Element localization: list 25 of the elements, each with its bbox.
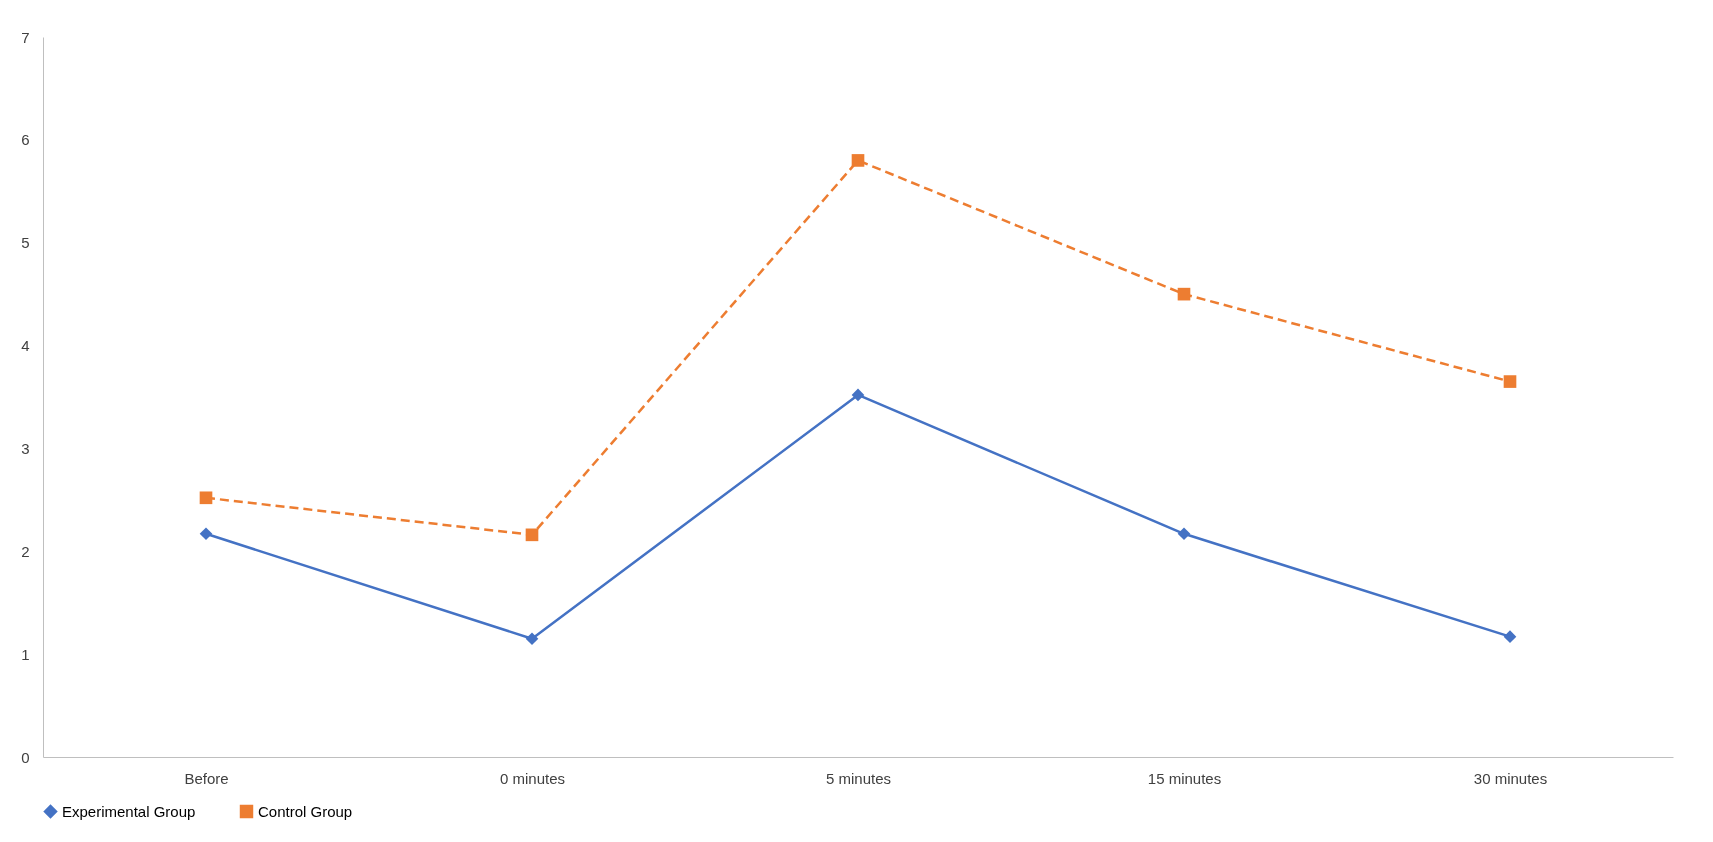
y-tick-label: 3 — [21, 439, 30, 457]
point — [525, 632, 539, 646]
point — [851, 388, 865, 402]
point — [851, 154, 865, 167]
y-tick-label: 7 — [21, 28, 30, 46]
point — [1177, 527, 1191, 541]
y-tick-label: 0 — [21, 748, 30, 766]
x-tick-label: Before — [184, 769, 229, 787]
y-tick-label: 4 — [21, 337, 30, 355]
y-tick-label: 6 — [21, 131, 30, 149]
x-tick-label: 5 minutes — [825, 769, 892, 787]
x-tick-label: 30 minutes — [1473, 769, 1548, 787]
y-tick-label: 5 — [21, 234, 30, 252]
x-tick-label: 15 minutes — [1147, 769, 1222, 787]
point — [1503, 375, 1517, 388]
x-tick-label: 0 minutes — [499, 769, 566, 787]
point — [199, 527, 213, 541]
point — [1503, 630, 1517, 643]
y-tick-label: 2 — [21, 542, 30, 560]
point — [525, 528, 539, 542]
point — [199, 491, 213, 505]
legend-label: Control Group — [258, 802, 353, 820]
y-tick-label: 1 — [21, 645, 30, 663]
legend-label: Experimental Group — [62, 802, 196, 820]
point — [1177, 287, 1191, 301]
